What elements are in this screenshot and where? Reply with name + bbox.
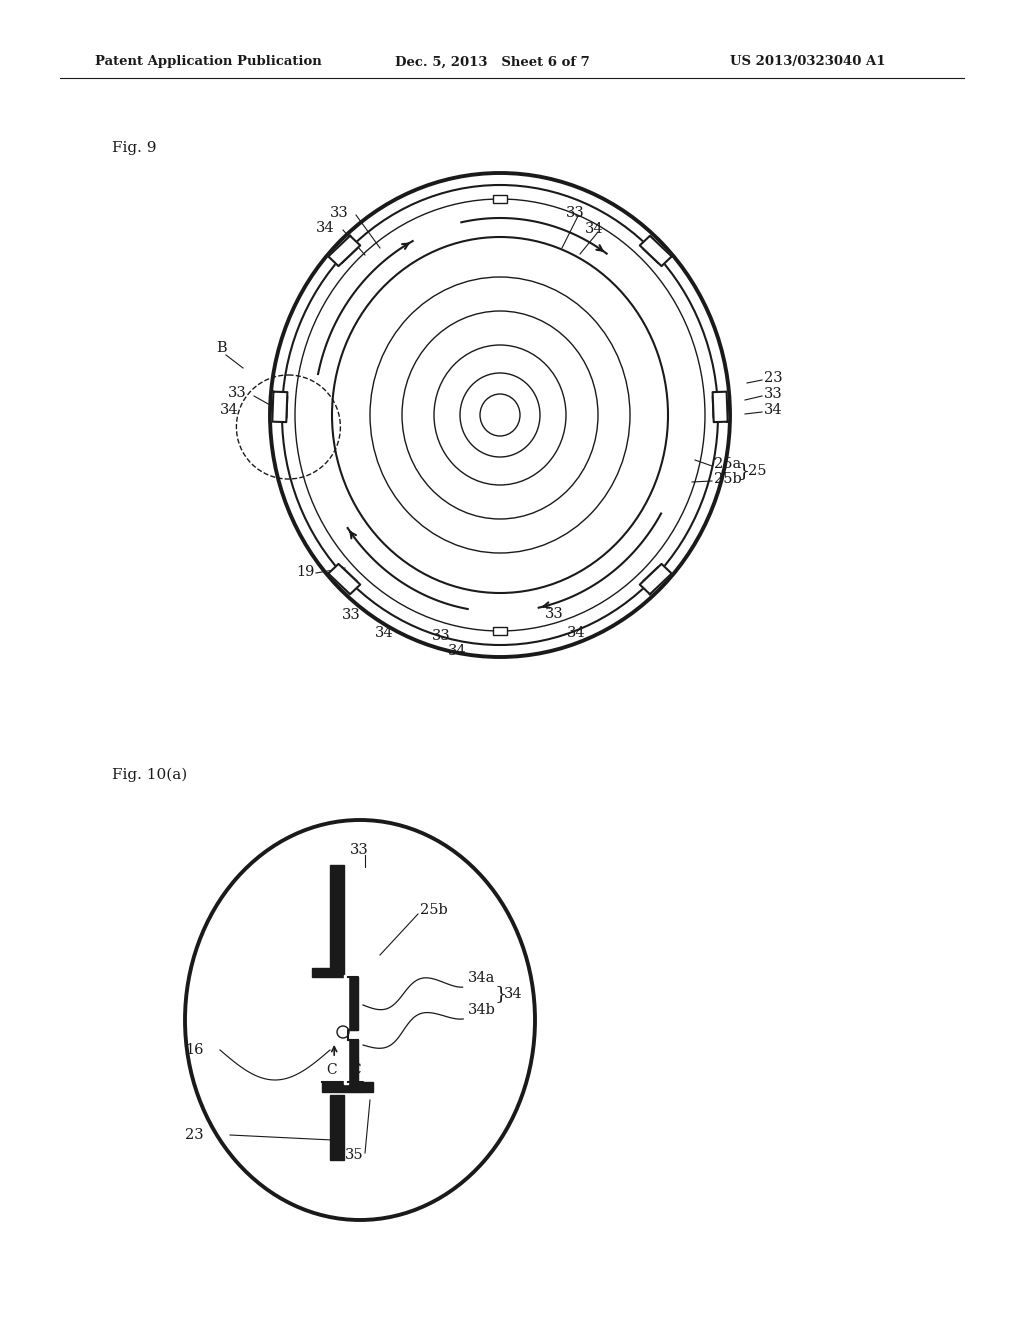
Text: 33: 33 [330,206,349,220]
Polygon shape [322,1082,373,1092]
Text: Fig. 10(a): Fig. 10(a) [112,768,187,783]
Text: Dec. 5, 2013   Sheet 6 of 7: Dec. 5, 2013 Sheet 6 of 7 [395,55,590,69]
Polygon shape [713,392,728,422]
Text: 25: 25 [748,465,767,478]
Text: Patent Application Publication: Patent Application Publication [95,55,322,69]
Text: 25a: 25a [714,457,741,471]
Text: 33: 33 [342,609,360,622]
Text: 34: 34 [764,403,782,417]
Polygon shape [272,392,288,422]
Text: }: } [738,462,751,480]
Text: 25b: 25b [714,473,741,486]
Text: B: B [216,341,226,355]
Text: 19: 19 [296,565,314,579]
Text: 34: 34 [449,644,467,657]
Text: 34: 34 [567,626,586,640]
Polygon shape [322,1082,362,1096]
Polygon shape [640,564,672,594]
Text: 34: 34 [220,403,239,417]
Polygon shape [329,564,360,594]
Text: 33: 33 [566,206,585,220]
Text: 25b: 25b [420,903,447,917]
Bar [493,627,507,635]
Text: 23: 23 [185,1129,204,1142]
Text: 33: 33 [432,630,451,643]
Text: 34a: 34a [468,972,496,985]
Polygon shape [330,865,344,968]
Polygon shape [640,236,672,267]
Text: US 2013/0323040 A1: US 2013/0323040 A1 [730,55,886,69]
Text: 33: 33 [764,387,782,401]
Polygon shape [348,1040,358,1082]
Polygon shape [344,975,348,1084]
Text: }: } [495,985,507,1003]
Polygon shape [348,977,358,1030]
Bar [493,195,507,203]
Text: 34: 34 [585,222,603,236]
Text: C: C [350,1063,360,1077]
Polygon shape [329,236,360,267]
Text: 33: 33 [228,385,247,400]
Polygon shape [330,1096,344,1160]
Text: 16: 16 [185,1043,204,1057]
Text: 34: 34 [375,626,393,640]
Text: 35: 35 [345,1148,364,1162]
Text: 34: 34 [316,220,335,235]
Text: 33: 33 [350,843,369,857]
Text: Fig. 9: Fig. 9 [112,141,157,154]
Text: 23: 23 [764,371,782,385]
Text: 33: 33 [545,607,564,620]
Polygon shape [312,968,344,977]
Text: C: C [327,1063,337,1077]
Text: 34b: 34b [468,1003,496,1016]
Text: 34: 34 [504,987,522,1001]
